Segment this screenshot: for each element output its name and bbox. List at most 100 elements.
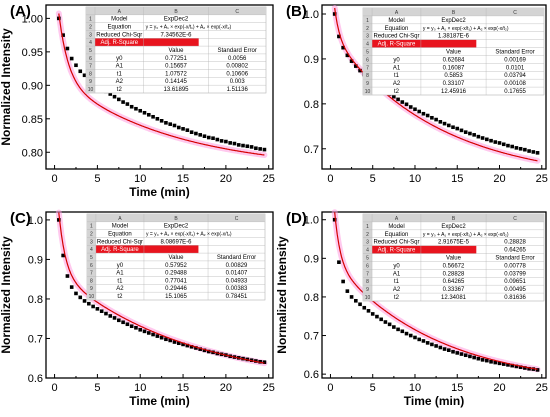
data-point xyxy=(172,340,177,344)
fit-table-cell: 2 xyxy=(89,25,92,31)
fit-table-cell: 0.77251 xyxy=(165,56,187,62)
data-point xyxy=(497,361,502,366)
fit-table-cell: 12.45916 xyxy=(441,89,467,95)
fit-table-cell: A2 xyxy=(116,79,124,85)
data-point xyxy=(413,107,417,112)
fit-table-cell: 0.29446 xyxy=(165,286,187,292)
fit-table: A B C 1 Model ExpDec2 2 Equation y = y₀ + A₁ × e… xyxy=(362,7,545,96)
data-point xyxy=(61,253,65,258)
data-point xyxy=(159,119,164,123)
fit-table-row-number-bar xyxy=(363,8,373,95)
fit-table-cell: 1 xyxy=(366,18,369,24)
data-point xyxy=(168,122,173,126)
y-tick-label: 0.90 xyxy=(22,80,43,92)
fit-table-cell: 6 xyxy=(90,263,93,269)
fit-table-cell: 8.08697E-6 xyxy=(160,239,192,245)
fit-table-cell: Reduced Chi-Sqr xyxy=(373,34,419,40)
fit-table-cell: Reduced Chi-Sqr xyxy=(373,240,419,246)
fit-table-cell: 9 xyxy=(89,79,92,85)
data-point xyxy=(245,144,250,149)
data-point xyxy=(151,114,155,119)
fit-table-cell: 10 xyxy=(365,89,371,95)
x-tick-label: 10 xyxy=(409,173,421,185)
y-tick-label: 1.0 xyxy=(304,9,319,21)
fit-table-cell: 6 xyxy=(366,57,369,63)
data-point xyxy=(125,322,130,327)
x-tick-label: 5 xyxy=(94,173,100,185)
fit-table-background xyxy=(362,213,545,302)
fit-table-cell: 0.09651 xyxy=(504,279,526,285)
data-point xyxy=(206,135,211,140)
y-tick-label: 0.80 xyxy=(22,147,43,159)
data-point xyxy=(349,59,354,63)
y-tick-label: 0.6 xyxy=(28,373,43,385)
x-tick-label: 20 xyxy=(220,173,232,185)
data-point xyxy=(523,147,527,152)
data-point xyxy=(337,260,341,264)
data-point xyxy=(142,110,147,115)
data-point xyxy=(91,304,95,309)
fit-table-background xyxy=(85,6,267,94)
fit-table: A B C 1 Model ExpDec2 2 Equation y = y₀ + A₁ × e… xyxy=(362,213,545,302)
data-point xyxy=(215,137,220,142)
y-tick-label: 0.8 xyxy=(28,294,43,306)
fit-table-cell: 3 xyxy=(366,240,369,246)
data-point xyxy=(514,146,519,150)
data-point xyxy=(446,348,451,353)
fit-table-header-cell: B xyxy=(174,216,178,222)
fit-table-cell: 3 xyxy=(90,239,93,245)
fit-table-header-cell: A xyxy=(118,9,122,15)
x-tick-label: 15 xyxy=(177,382,189,394)
fit-table-cell: 1 xyxy=(90,224,93,230)
data-point xyxy=(61,33,65,37)
fit-table-cell: 0.33367 xyxy=(443,287,465,293)
fit-table-cell: 0.33107 xyxy=(443,81,465,87)
data-point xyxy=(489,138,493,143)
fit-table-cell: Standard Error xyxy=(217,255,256,261)
data-point xyxy=(108,314,113,318)
data-point xyxy=(430,115,434,120)
fit-table-cell: ExpDec2 xyxy=(441,224,466,230)
data-point xyxy=(82,299,87,303)
fit-table-cell: t2 xyxy=(394,89,400,95)
fit-table-row-number-bar xyxy=(363,214,373,301)
data-point xyxy=(472,355,476,360)
data-point xyxy=(497,141,502,145)
y-tick-label: 0.6 xyxy=(304,369,319,381)
data-point xyxy=(349,295,354,299)
fit-table-cell: Model xyxy=(112,224,128,230)
fit-table-cell: 0.00169 xyxy=(504,57,526,63)
fit-table-cell: Equation xyxy=(385,26,409,32)
data-point xyxy=(396,97,400,102)
fit-table-cell: A2 xyxy=(393,287,401,293)
data-point xyxy=(480,136,485,140)
y-tick-label: 0.9 xyxy=(28,254,43,266)
fit-table-cell: 10 xyxy=(365,295,371,301)
data-point xyxy=(164,337,168,342)
data-point xyxy=(527,366,531,371)
data-point xyxy=(434,344,438,348)
fit-table-cell: 1.07572 xyxy=(165,71,187,77)
fit-table-cell: 2 xyxy=(366,26,369,32)
fit-table-cell: 0.17655 xyxy=(504,89,526,95)
data-point xyxy=(129,324,134,329)
data-point xyxy=(228,141,232,145)
fit-table-cell: 0.00108 xyxy=(504,81,526,87)
fit-table-cell: 4 xyxy=(89,40,92,46)
fit-table-cell: 7.34562E-6 xyxy=(160,32,192,38)
data-point xyxy=(194,131,198,136)
data-point xyxy=(430,342,434,347)
y-tick-label: 0.95 xyxy=(22,47,43,59)
fit-table-cell: 9 xyxy=(90,286,93,292)
fit-table-cell: Value xyxy=(169,48,185,54)
fit-table-cell: 0.14145 xyxy=(165,79,187,85)
fit-table-cell: 4 xyxy=(90,247,93,253)
fit-table-cell: 7 xyxy=(89,64,92,70)
data-point xyxy=(249,145,254,149)
y-tick-label: 0.7 xyxy=(304,144,319,156)
fit-table-cell: Model xyxy=(388,224,404,230)
fit-table-cell: 8 xyxy=(366,73,369,79)
data-point xyxy=(518,365,523,369)
data-point xyxy=(159,335,164,340)
fit-table-background xyxy=(362,7,545,96)
